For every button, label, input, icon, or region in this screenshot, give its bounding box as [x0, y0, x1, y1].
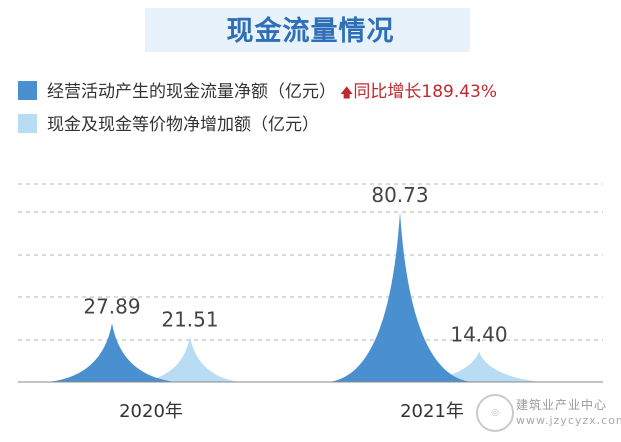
watermark-logo-icon: ◎ — [476, 394, 514, 432]
peak-series1-2021 — [328, 212, 472, 382]
legend-swatch-dark-blue — [18, 81, 37, 100]
up-arrow-icon: 🡅 — [340, 86, 354, 101]
legend-item-net-cash-increase: 现金及现金等价物净增加额（亿元） — [18, 110, 319, 135]
chart-title: 现金流量情况 — [226, 16, 395, 47]
peak-series2-2020 — [140, 336, 240, 382]
legend-item-operating-cash-flow: 经营活动产生的现金流量净额（亿元） 🡅同比增长189.43% — [18, 77, 497, 106]
data-label-series2-2020: 21.51 — [161, 308, 218, 332]
peak-series2-2021 — [417, 351, 541, 382]
peak-series1-2020 — [48, 323, 176, 382]
x-tick-label-2021: 2021年 — [400, 401, 464, 422]
legend-label-net-cash-increase: 现金及现金等价物净增加额（亿元） — [47, 115, 319, 135]
x-tick-label-2020: 2020年 — [119, 401, 183, 422]
title-band — [145, 8, 470, 52]
legend-swatch-light-blue — [18, 114, 37, 133]
data-label-series1-2021: 80.73 — [371, 183, 428, 207]
yoy-annotation: 🡅同比增长189.43% — [340, 82, 497, 102]
watermark-url: www.jzycyzx.com — [516, 414, 621, 427]
watermark: ◎ 建筑业产业中心 www.jzycyzx.com — [470, 392, 621, 436]
data-label-series2-2021: 14.40 — [450, 323, 507, 347]
data-label-series1-2020: 27.89 — [83, 294, 140, 318]
yoy-text: 同比增长189.43% — [353, 82, 498, 102]
watermark-name: 建筑业产业中心 — [516, 398, 608, 412]
legend-label-operating-cash-flow: 经营活动产生的现金流量净额（亿元） — [47, 82, 336, 102]
